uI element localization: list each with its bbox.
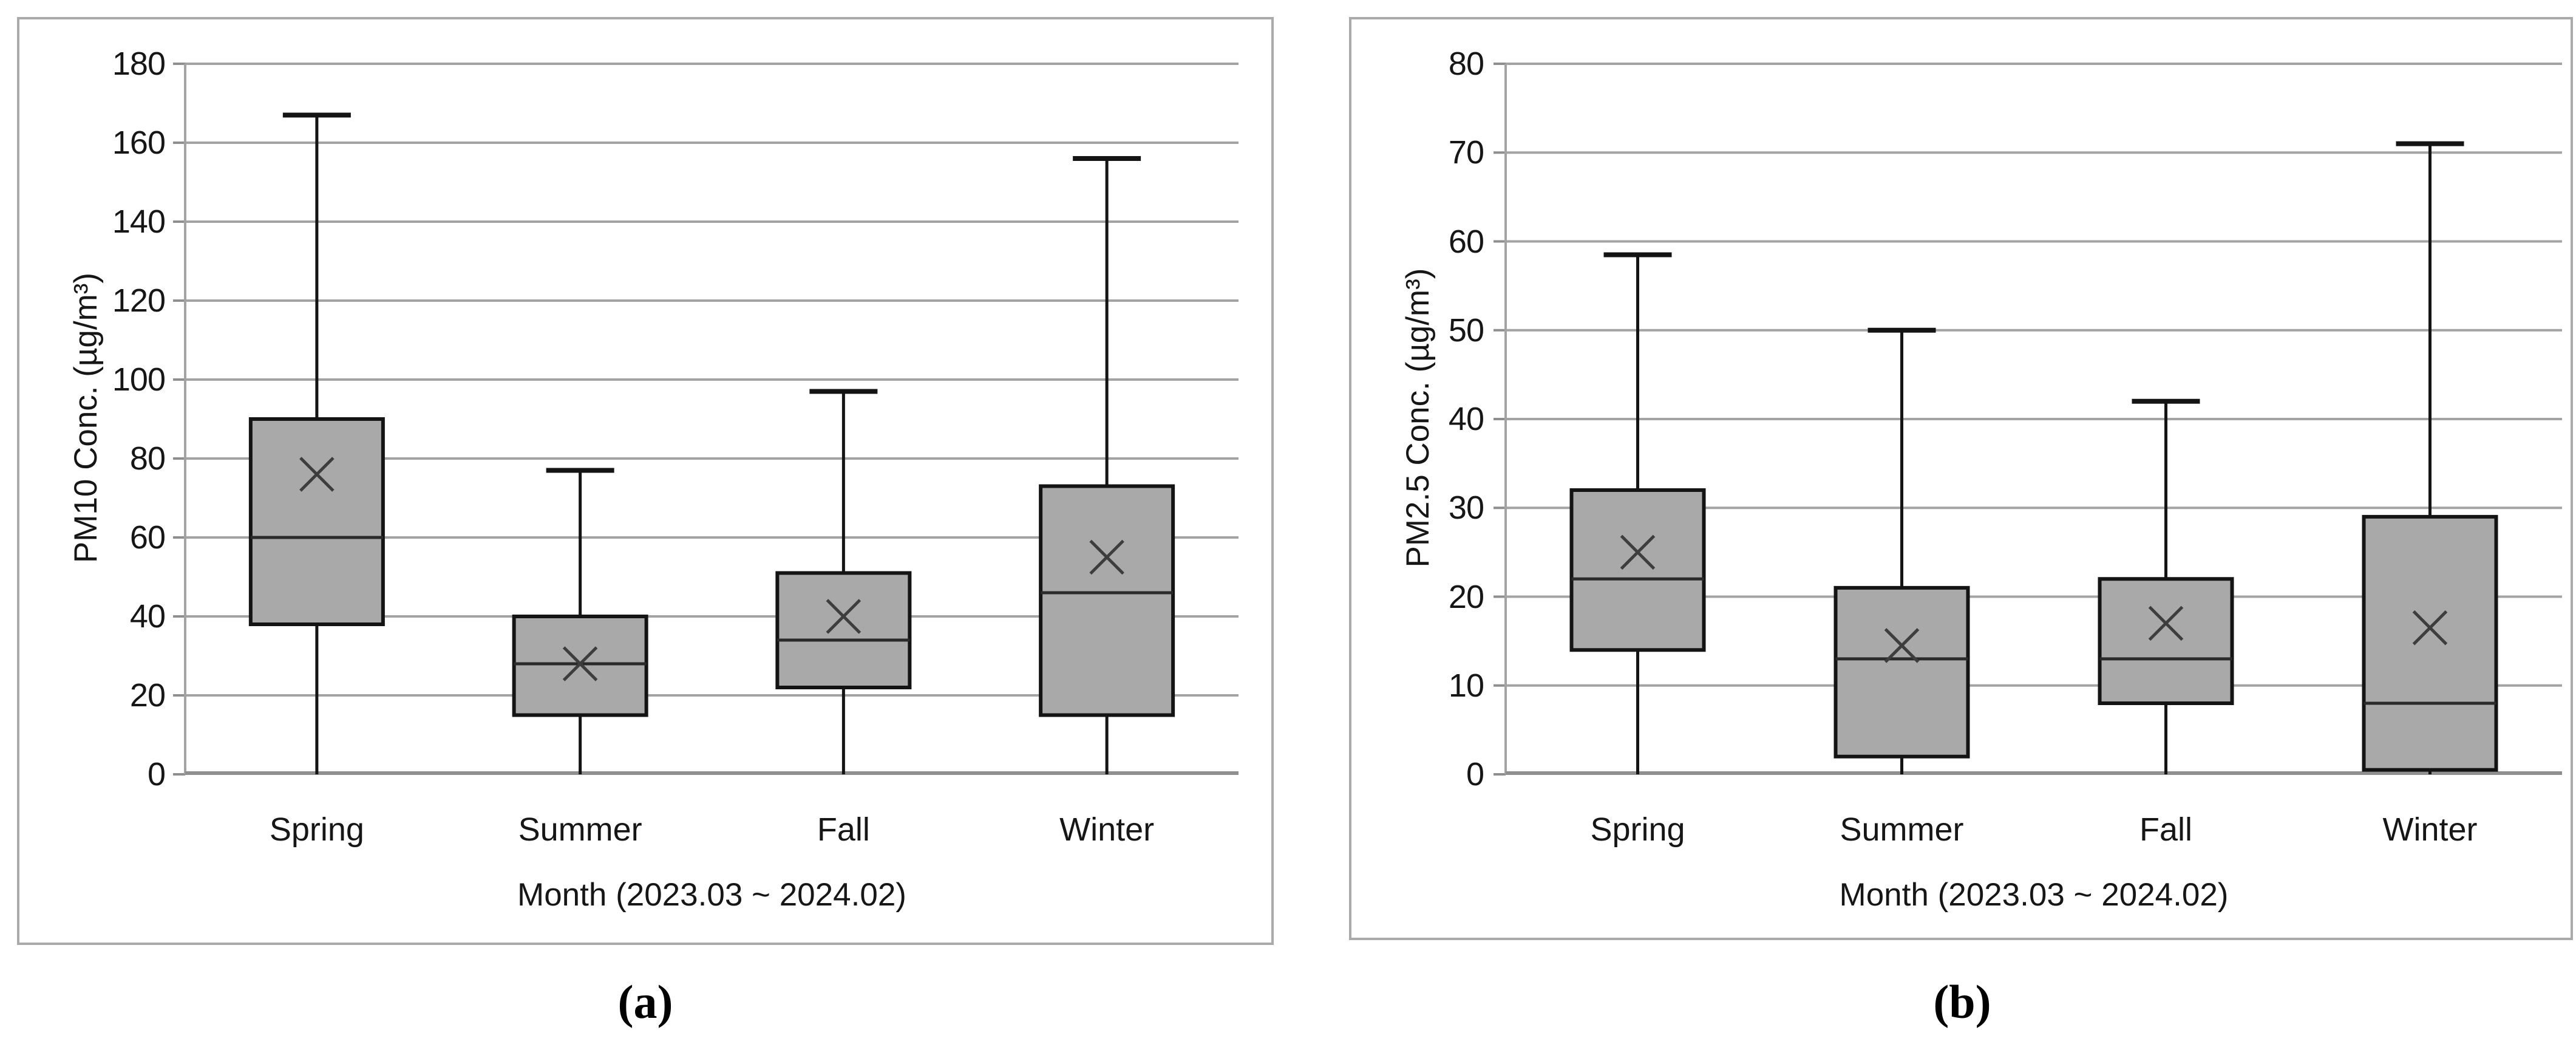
x-axis-title: Month (2023.03 ~ 2024.02) <box>1839 877 2229 913</box>
y-tick-label: 20 <box>1448 578 1484 615</box>
y-tick-label: 20 <box>129 677 166 714</box>
iqr-box <box>1569 488 1706 652</box>
box-fall <box>775 389 912 774</box>
x-axis-title: Month (2023.03 ~ 2024.02) <box>517 877 906 913</box>
box-spring <box>1569 252 1706 774</box>
y-tick-label: 80 <box>1448 46 1484 82</box>
panel-a <box>17 17 1274 945</box>
y-tick-label: 120 <box>112 282 166 319</box>
mean-marker-x-icon <box>299 457 335 492</box>
mean-marker-x-icon <box>562 646 598 681</box>
caption-b: (b) <box>1933 975 1991 1028</box>
box-winter <box>1039 156 1175 774</box>
pm25-seasonal-boxplot <box>1494 63 2562 776</box>
y-tick-label: 60 <box>129 519 166 556</box>
iqr-box <box>248 417 385 626</box>
mean-marker-x-icon <box>826 599 861 634</box>
category-label-fall: Fall <box>817 811 870 848</box>
mean-marker-x-icon <box>2148 605 2184 641</box>
y-tick-label: 60 <box>1448 223 1484 260</box>
panel-b <box>1349 17 2573 940</box>
iqr-box <box>775 571 912 689</box>
y-tick-label: 180 <box>112 46 166 82</box>
y-tick-label: 40 <box>129 598 166 635</box>
box-summer <box>512 468 648 774</box>
y-tick-label: 10 <box>1448 667 1484 704</box>
pm10-seasonal-boxplot <box>173 63 1239 776</box>
iqr-box <box>2362 514 2498 772</box>
y-tick-label: 30 <box>1448 489 1484 527</box>
mean-marker-x-icon <box>1620 534 1656 570</box>
y-tick-label: 50 <box>1448 312 1484 349</box>
y-tick-label: 40 <box>1448 401 1484 437</box>
y-tick-label: 160 <box>112 124 166 161</box>
y-axis-title: PM10 Conc. (µg/m³) <box>68 272 104 564</box>
caption-a: (a) <box>617 975 673 1028</box>
category-label-winter: Winter <box>2382 811 2478 848</box>
y-tick-label: 0 <box>147 756 166 793</box>
category-label-winter: Winter <box>1059 811 1155 848</box>
mean-marker-x-icon <box>1089 539 1124 575</box>
y-tick-label: 0 <box>1466 756 1484 793</box>
box-summer <box>1833 327 1970 774</box>
mean-marker-x-icon <box>2412 610 2448 646</box>
category-label-fall: Fall <box>2139 811 2192 848</box>
category-label-spring: Spring <box>269 811 364 848</box>
y-tick-label: 100 <box>112 361 166 398</box>
box-winter <box>2362 141 2498 774</box>
iqr-box <box>1833 585 1970 759</box>
y-tick-label: 80 <box>129 440 166 477</box>
y-axis-title: PM2.5 Conc. (µg/m³) <box>1400 268 1436 568</box>
box-spring <box>248 112 385 774</box>
y-tick-label: 70 <box>1448 134 1484 171</box>
category-label-summer: Summer <box>1840 811 1964 848</box>
y-tick-label: 140 <box>112 203 166 240</box>
mean-marker-x-icon <box>1884 628 1920 663</box>
iqr-box <box>2098 577 2234 705</box>
category-label-summer: Summer <box>518 811 642 848</box>
box-fall <box>2098 398 2234 774</box>
iqr-box <box>1039 484 1175 717</box>
category-label-spring: Spring <box>1590 811 1685 848</box>
